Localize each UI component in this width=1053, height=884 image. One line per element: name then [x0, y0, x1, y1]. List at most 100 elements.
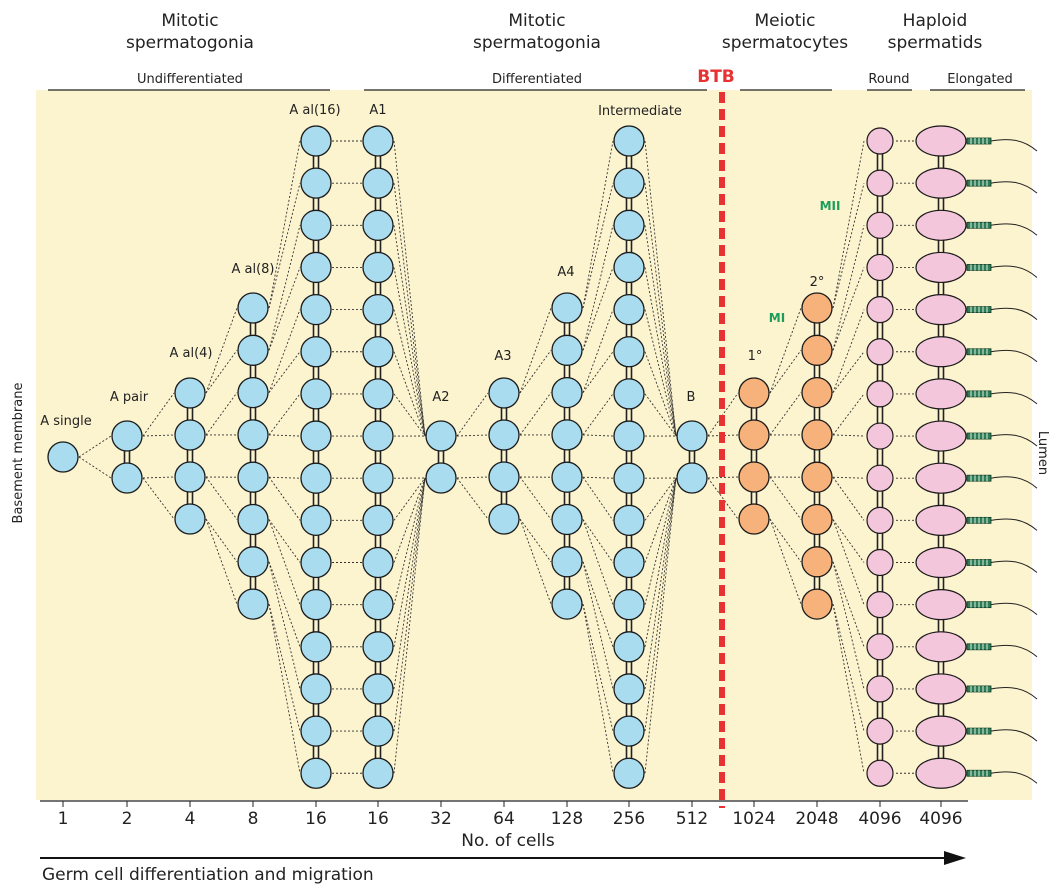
spermatogonium-cell [551, 292, 583, 324]
division-link [456, 392, 489, 437]
cell-chains [47, 125, 967, 789]
division-link [582, 476, 614, 479]
spermatogonium-cell [300, 504, 332, 536]
division-link [205, 518, 238, 605]
flagellum-tail [990, 349, 1038, 363]
spermatocyte-cell [801, 503, 833, 536]
flagellum-tail [990, 771, 1038, 784]
division-link [519, 350, 552, 394]
spermatogonium-cell [676, 462, 708, 494]
spermatogonium-cell [237, 588, 269, 620]
flagellum-tail [990, 139, 1038, 152]
transition-link [644, 477, 677, 690]
spermatogonium-cell [488, 419, 520, 451]
round-spermatid-cell [866, 675, 894, 703]
subheader-undifferentiated: Undifferentiated [137, 72, 243, 87]
spermatogonium-cell [300, 673, 332, 705]
spermatogonium-cell [362, 167, 394, 199]
spermatogonium-cell [174, 461, 206, 493]
flagellum-tail [990, 223, 1038, 236]
division-link [582, 603, 614, 732]
division-link [769, 307, 802, 394]
elongated-spermatid-cell [915, 589, 967, 621]
division-link [142, 392, 175, 437]
spermatogonium-cell [425, 462, 457, 494]
round-spermatid-cell [866, 633, 894, 661]
label-a-al4: A al(4) [169, 346, 212, 361]
spermatogonium-cell [47, 441, 79, 473]
cell-count-label: 4096 [858, 809, 901, 829]
division-link [268, 140, 301, 309]
cell-count-label: 4 [185, 809, 196, 829]
transition-link [393, 183, 426, 437]
division-link [832, 476, 865, 479]
division-link [205, 307, 238, 394]
spermatogonium-cell [237, 419, 269, 451]
spermatogonium-cell [613, 462, 645, 494]
label-meiosis-two: MII [820, 199, 841, 213]
cell-count-label: 64 [493, 809, 515, 829]
flagellum-tail [990, 560, 1038, 573]
transition-link [393, 477, 426, 690]
division-link [142, 477, 175, 520]
spermatogonium-cell [488, 377, 520, 409]
spermatogonium-cell [362, 209, 394, 241]
round-spermatid-cell [866, 464, 894, 492]
spermatocyte-cell [738, 503, 770, 535]
flagellum-tail [990, 644, 1038, 658]
label-meiosis-one: MI [769, 311, 785, 325]
round-spermatid-cell [866, 169, 894, 197]
flagellum-tail [990, 476, 1038, 489]
transition-link [644, 351, 677, 437]
spermatogonium-cell [237, 461, 269, 493]
spermatogonium-cell [613, 125, 645, 157]
spermatogonium-cell [613, 631, 645, 663]
spermatogonium-cell [362, 420, 394, 452]
division-link [707, 477, 739, 520]
transition-link [644, 225, 677, 437]
header-mitotic-undiff-line2: spermatogonia [126, 33, 254, 53]
division-link [832, 267, 865, 351]
spermatogonium-cell [362, 462, 394, 494]
spermatogonium-cell [362, 125, 394, 157]
spermatogonium-cell [362, 757, 394, 789]
division-link [582, 183, 614, 309]
transition-link [644, 477, 677, 647]
division-link [769, 392, 802, 436]
transition-link [644, 183, 677, 437]
division-link [268, 476, 301, 521]
division-link [205, 518, 238, 563]
spermatogonium-cell [488, 461, 520, 493]
btb-label: BTB [697, 67, 735, 87]
elongated-spermatid-cell [915, 504, 967, 536]
transition-link [393, 225, 426, 437]
elongated-spermatid-cell [915, 673, 967, 705]
division-link [832, 603, 865, 732]
elongated-spermatid-cell [915, 251, 967, 284]
spermatogonium-cell [613, 420, 645, 452]
label-a-single: A single [40, 414, 92, 429]
division-link [142, 476, 175, 479]
spermatogonium-cell [237, 376, 269, 409]
division-link [268, 351, 301, 393]
cell-count-label: 1024 [732, 809, 775, 829]
division-link [582, 393, 614, 436]
division-links [78, 140, 925, 774]
x-axis-label: No. of cells [461, 831, 555, 851]
spermatogonium-cell [676, 420, 708, 452]
label-intermediate: Intermediate [598, 104, 682, 119]
division-link [268, 519, 301, 605]
division-link [582, 561, 614, 647]
elongated-spermatid-cell [915, 757, 967, 789]
division-link [268, 393, 301, 436]
division-link [268, 225, 301, 351]
spermatogonium-cell [300, 757, 332, 789]
spermatogonium-cell [300, 378, 332, 410]
round-spermatid-cell [866, 296, 894, 324]
division-link [205, 350, 238, 394]
round-spermatid-cell [866, 380, 894, 408]
spermatocyte-cell [801, 588, 833, 620]
spermatogonium-cell [237, 334, 269, 366]
header-mitotic-diff-line1: Mitotic [508, 11, 565, 31]
division-link [769, 350, 802, 394]
